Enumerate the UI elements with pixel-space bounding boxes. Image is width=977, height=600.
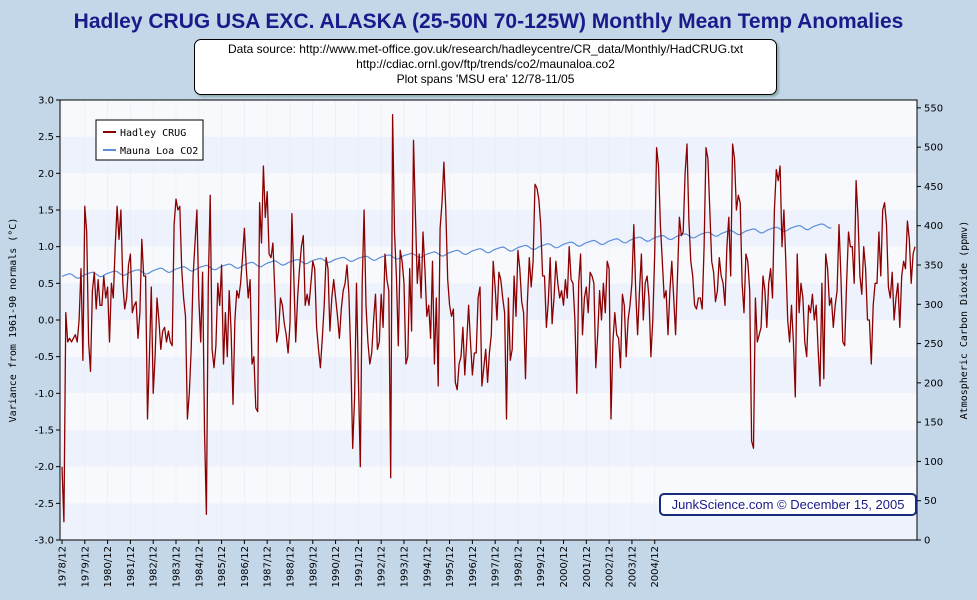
x-tick-label: 1993/12 <box>399 546 410 588</box>
band <box>60 393 917 430</box>
legend-label-hadley: Hadley CRUG <box>120 128 186 139</box>
x-tick-label: 1985/12 <box>217 546 228 588</box>
x-tick-label: 1980/12 <box>103 546 114 588</box>
x-tick-label: 1990/12 <box>331 546 342 588</box>
y-tick-label-left: 2.0 <box>38 169 54 180</box>
x-tick-label: 1982/12 <box>149 546 160 588</box>
y-tick-label-left: -1.5 <box>34 426 54 437</box>
legend: Hadley CRUG Mauna Loa CO2 <box>95 119 204 161</box>
y-tick-label-left: -1.0 <box>34 389 54 400</box>
y-tick-label-left: 1.0 <box>38 242 54 253</box>
y-tick-label-right: 200 <box>924 378 943 389</box>
source-line-1: Data source: http://www.met-office.gov.u… <box>227 42 744 56</box>
band <box>60 210 917 247</box>
x-tick-label: 2000/12 <box>559 546 570 588</box>
x-tick-label: 1983/12 <box>171 546 182 588</box>
x-tick-label: 1991/12 <box>354 546 365 588</box>
y-tick-label-left: 3.0 <box>38 96 54 107</box>
source-line-3: Plot spans 'MSU era' 12/78-11/05 <box>396 72 575 86</box>
y-tick-label-right: 550 <box>924 103 943 114</box>
band <box>60 430 917 467</box>
x-axis-ticks: 1978/12 1979/12 1980/12 1981/12 1982/12 1983/… <box>58 540 661 588</box>
x-tick-label: 2004/12 <box>650 546 661 588</box>
x-tick-label: 1989/12 <box>308 546 319 588</box>
y-tick-label-right: 500 <box>924 143 943 154</box>
x-tick-label: 1986/12 <box>240 546 251 588</box>
x-tick-label: 1998/12 <box>513 546 524 588</box>
x-tick-label: 1984/12 <box>194 546 205 588</box>
x-tick-label: 1995/12 <box>445 546 456 588</box>
y-tick-label-right: 450 <box>924 182 943 193</box>
band <box>60 173 917 210</box>
x-tick-label: 2003/12 <box>627 546 638 588</box>
y-axis-label-right: Atmospheric Carbon Dioxide (ppmv) <box>959 221 970 420</box>
source-line-2: http://cdiac.ornl.gov/ftp/trends/co2/mau… <box>356 57 615 71</box>
y-tick-label-left: -0.5 <box>34 352 54 363</box>
series-layer <box>61 114 916 523</box>
x-tick-label: 1979/12 <box>80 546 91 588</box>
x-tick-label: 1992/12 <box>377 546 388 588</box>
x-tick-label: 1981/12 <box>126 546 137 588</box>
x-tick-label: 1996/12 <box>468 546 479 588</box>
x-tick-label: 1987/12 <box>263 546 274 588</box>
credit-badge: JunkScience.com © December 15, 2005 <box>659 493 917 516</box>
y-tick-label-right: 100 <box>924 457 943 468</box>
left-axis-ticks: 3.0 2.5 2.0 1.5 1.0 0.5 0.0 -0.5 -1.0 -1.5 -2.0 -2.… <box>34 96 60 547</box>
x-tick-label: 2002/12 <box>605 546 616 588</box>
y-tick-label-left: 1.5 <box>38 206 54 217</box>
x-tick-label: 1997/12 <box>491 546 502 588</box>
x-tick-label: 1999/12 <box>536 546 547 588</box>
x-tick-label: 1994/12 <box>422 546 433 588</box>
x-tick-label: 1988/12 <box>285 546 296 588</box>
y-tick-label-left: -2.5 <box>34 499 54 510</box>
plot-background <box>60 100 917 540</box>
y-tick-label-right: 400 <box>924 221 943 232</box>
y-tick-label-right: 150 <box>924 418 943 429</box>
series-line-hadley-crug <box>61 114 916 523</box>
y-tick-label-right: 300 <box>924 300 943 311</box>
y-tick-label-right: 350 <box>924 261 943 272</box>
band <box>60 283 917 320</box>
data-source-box: Data source: http://www.met-office.gov.u… <box>194 39 777 95</box>
y-tick-label-left: 0.0 <box>38 316 54 327</box>
y-tick-label-left: 2.5 <box>38 132 54 143</box>
x-tick-label: 2001/12 <box>582 546 593 588</box>
legend-label-co2: Mauna Loa CO2 <box>120 146 198 157</box>
chart-title: Hadley CRUG USA EXC. ALASKA (25-50N 70-1… <box>73 10 904 33</box>
y-tick-label-right: 50 <box>924 496 937 507</box>
y-tick-label-right: 250 <box>924 339 943 350</box>
y-tick-label-left: -2.0 <box>34 462 54 473</box>
y-axis-label-left: Variance from 1961-90 normals (°C) <box>8 218 19 423</box>
y-tick-label-left: -3.0 <box>34 536 54 547</box>
y-tick-label-left: 0.5 <box>38 279 54 290</box>
legend-box <box>95 119 204 161</box>
x-tick-label: 1978/12 <box>58 546 69 588</box>
y-tick-label-right: 0 <box>924 536 930 547</box>
